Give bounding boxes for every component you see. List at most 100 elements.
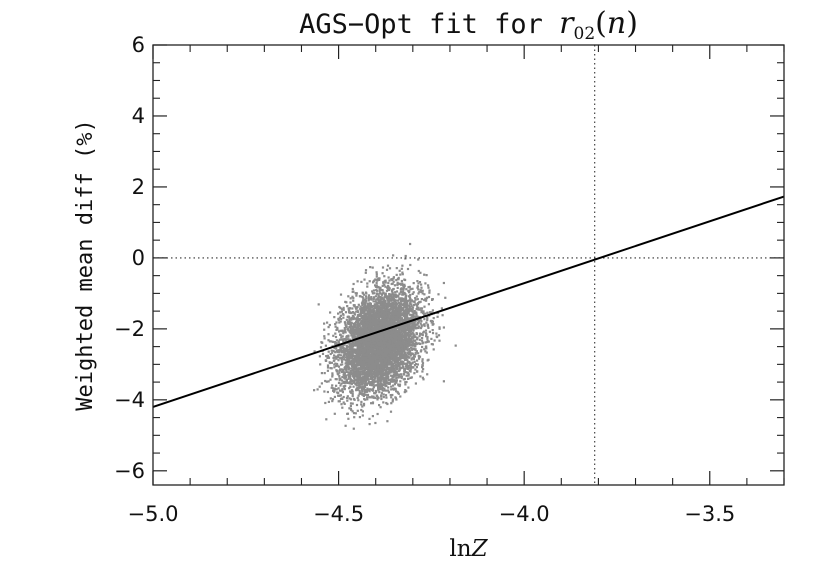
scatter-point bbox=[378, 288, 381, 291]
scatter-point bbox=[414, 348, 417, 351]
scatter-point bbox=[395, 379, 398, 382]
scatter-point bbox=[350, 334, 353, 337]
scatter-point bbox=[380, 293, 383, 296]
scatter-point bbox=[339, 311, 342, 314]
scatter-point bbox=[359, 305, 362, 308]
scatter-point bbox=[406, 349, 409, 352]
scatter-point bbox=[393, 359, 396, 362]
scatter-point bbox=[374, 317, 377, 320]
scatter-point bbox=[347, 322, 350, 326]
scatter-point bbox=[402, 287, 405, 290]
scatter-point bbox=[427, 284, 430, 287]
scatter-point bbox=[356, 377, 360, 380]
scatter-point bbox=[348, 345, 351, 348]
scatter-point bbox=[364, 379, 367, 382]
scatter-point bbox=[372, 383, 375, 386]
scatter-point bbox=[339, 346, 342, 349]
scatter-point bbox=[346, 412, 349, 415]
scatter-point bbox=[347, 365, 350, 368]
scatter-point bbox=[378, 404, 381, 407]
scatter-point bbox=[385, 303, 389, 306]
scatter-point bbox=[356, 381, 359, 385]
scatter-point bbox=[409, 376, 412, 379]
scatter-point bbox=[387, 288, 390, 291]
scatter-point bbox=[383, 365, 386, 368]
scatter-point bbox=[406, 363, 409, 366]
scatter-point bbox=[361, 296, 364, 299]
scatter-point bbox=[329, 311, 332, 314]
scatter-point bbox=[355, 294, 358, 297]
scatter-point bbox=[409, 338, 412, 341]
scatter-point bbox=[403, 377, 406, 381]
scatter-point bbox=[407, 377, 410, 380]
scatter-point bbox=[385, 389, 388, 392]
scatter-point bbox=[363, 389, 366, 392]
scatter-point bbox=[331, 398, 335, 401]
scatter-point bbox=[368, 417, 371, 420]
scatter-point bbox=[368, 280, 371, 283]
scatter-point bbox=[367, 311, 370, 314]
scatter-point bbox=[331, 372, 334, 375]
scatter-point bbox=[351, 374, 354, 377]
scatter-point bbox=[421, 292, 424, 295]
scatter-point bbox=[372, 281, 375, 284]
scatter-point bbox=[418, 335, 421, 338]
scatter-point bbox=[393, 378, 396, 382]
scatter-point bbox=[403, 314, 406, 317]
scatter-point bbox=[400, 376, 403, 380]
scatter-point bbox=[368, 309, 371, 312]
scatter-point bbox=[374, 396, 377, 400]
scatter-point bbox=[334, 332, 337, 335]
scatter-point bbox=[334, 325, 337, 328]
scatter-point bbox=[369, 307, 372, 310]
scatter-point bbox=[373, 380, 376, 383]
scatter-point bbox=[412, 291, 415, 294]
scatter-point bbox=[342, 332, 345, 335]
scatter-point bbox=[362, 404, 366, 407]
scatter-point bbox=[353, 398, 356, 401]
scatter-point bbox=[340, 349, 343, 352]
scatter-point bbox=[373, 392, 376, 395]
scatter-point bbox=[404, 381, 407, 384]
scatter-point bbox=[349, 353, 352, 356]
scatter-point bbox=[437, 293, 440, 296]
scatter-point bbox=[330, 386, 333, 389]
scatter-point bbox=[344, 331, 347, 334]
scatter-point bbox=[402, 335, 405, 339]
scatter-point bbox=[392, 371, 395, 374]
scatter-point bbox=[413, 372, 416, 375]
scatter-point bbox=[400, 267, 403, 270]
scatter-point bbox=[340, 382, 343, 385]
scatter-point bbox=[347, 367, 350, 370]
scatter-point bbox=[368, 342, 371, 346]
scatter-point bbox=[342, 316, 345, 319]
scatter-point bbox=[387, 299, 390, 302]
scatter-point bbox=[375, 273, 378, 276]
scatter-point bbox=[421, 334, 424, 337]
scatter-point bbox=[349, 376, 352, 379]
scatter-point bbox=[350, 389, 354, 392]
scatter-point bbox=[421, 360, 424, 363]
scatter-point bbox=[349, 402, 353, 405]
scatter-point bbox=[433, 339, 436, 342]
scatter-point bbox=[401, 352, 404, 355]
scatter-point bbox=[351, 331, 354, 334]
scatter-point bbox=[368, 388, 371, 391]
scatter-point bbox=[401, 273, 404, 276]
scatter-point bbox=[387, 371, 390, 374]
scatter-point bbox=[425, 274, 428, 277]
scatter-point bbox=[420, 286, 423, 289]
scatter-point bbox=[405, 374, 408, 377]
scatter-point bbox=[381, 284, 384, 287]
scatter-point bbox=[355, 383, 358, 386]
scatter-point bbox=[415, 366, 418, 369]
scatter-point bbox=[383, 311, 386, 314]
scatter-point bbox=[405, 342, 408, 345]
scatter-point bbox=[398, 315, 401, 318]
scatter-point bbox=[375, 369, 378, 372]
scatter-point bbox=[369, 336, 372, 339]
scatter-point bbox=[357, 350, 360, 353]
scatter-point bbox=[387, 363, 391, 366]
scatter-point bbox=[380, 298, 383, 301]
scatter-point bbox=[389, 338, 392, 341]
